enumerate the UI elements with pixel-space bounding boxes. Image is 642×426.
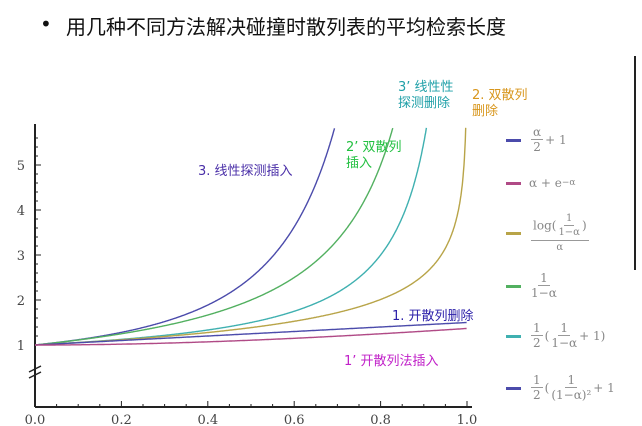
legend-swatch — [506, 181, 521, 185]
y-tick-label: 5 — [17, 159, 25, 174]
x-tick-label: 0.2 — [111, 413, 132, 426]
legend-swatch — [506, 232, 521, 235]
series-line-5 — [35, 321, 467, 346]
slide-heading: 用几种不同方法解决碰撞时散列表的平均检索长度 — [66, 15, 506, 39]
y-tick-label: 4 — [17, 204, 25, 219]
annotation-open-delete: 1. 开散列删除 — [392, 309, 474, 324]
legend-entry-4: 1 1−α — [506, 272, 559, 300]
annotation-open-insert: 1’ 开散列法插入 — [344, 354, 439, 369]
annotation-double-delete: 2. 双散列 删除 — [472, 88, 528, 119]
y-tick-label: 3 — [17, 249, 25, 264]
annotation-double-insert: 2’ 双散列 插入 — [346, 140, 402, 171]
bullet-marker: • — [40, 12, 52, 36]
x-tick-label: 0.6 — [284, 413, 305, 426]
x-tick-label: 0.4 — [197, 413, 218, 426]
legend-entry-5: 1 2(1 1−α + 1) — [506, 322, 605, 350]
legend-entry-2: α + e −α — [506, 176, 576, 190]
legend-swatch — [506, 386, 521, 390]
series-line-3 — [35, 127, 394, 346]
x-tick-label: 0.0 — [25, 413, 46, 426]
legend-swatch — [506, 138, 521, 142]
annotation-linear-insert: 3. 线性探测插入 — [198, 164, 293, 179]
axis-break-mark — [28, 365, 42, 379]
annotation-linear-delete: 3’ 线性性 探测删除 — [398, 80, 454, 111]
x-tick-label: 0.8 — [370, 413, 391, 426]
x-tick-label: 1.0 — [457, 413, 478, 426]
y-tick-label: 2 — [17, 294, 25, 309]
legend-swatch — [506, 334, 521, 338]
legend-entry-6: 1 2(1 (1−α)² + 1 — [506, 374, 615, 402]
series-line-6 — [35, 327, 467, 346]
y-tick-label: 1 — [17, 339, 25, 354]
legend-entry-3: log(1 1−α) α — [506, 212, 591, 255]
frame-edge — [634, 56, 636, 270]
legend-swatch — [506, 284, 521, 288]
